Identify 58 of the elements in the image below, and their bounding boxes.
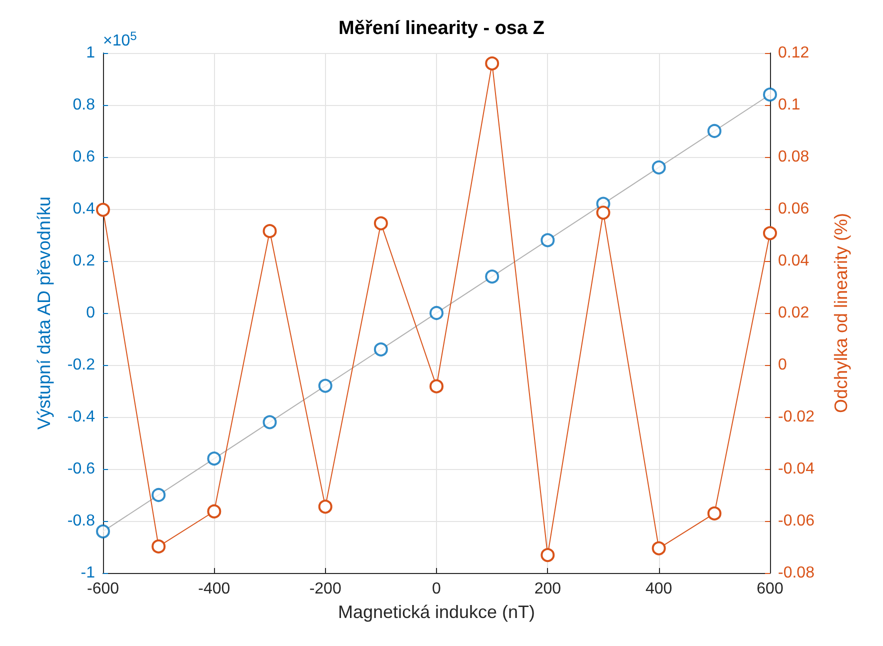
y2-tick-label: 0.12 [778,44,810,62]
x-tick-label: -200 [309,580,342,598]
point [707,506,722,520]
y-tick-label: 0 [86,304,96,322]
x-tick-label: 600 [756,580,784,598]
point [374,216,388,230]
y-tick-label: 0.8 [72,96,96,114]
y-tick-label: -0.6 [67,460,96,478]
y2-tick-label: 0.06 [778,200,810,218]
point [96,202,110,217]
point [152,488,166,502]
point [262,415,277,430]
y2-tick-label: 0.08 [778,148,810,166]
y-axis-title: Výstupní data AD převodníku [34,196,54,430]
x-tick-label: 200 [534,580,562,598]
x-tick-label: -600 [86,580,120,598]
point [207,504,222,518]
x-tick-label: 0 [432,580,442,598]
y2-tick-label: 0.02 [778,304,810,322]
y-tick-label: 0.6 [72,148,96,166]
point [207,452,222,466]
point [430,306,444,320]
point [262,224,277,238]
y-tick-label: 0.2 [72,252,96,270]
y2-tick-label: 0 [778,356,787,374]
y2-axis-title: Odchylka od linearity (%) [831,212,851,414]
y2-tick-label: -0.06 [778,512,815,530]
y-tick-label: -0.4 [67,408,96,426]
point [152,539,166,554]
point [540,233,555,248]
y2-tick-label: -0.04 [778,460,815,478]
x-axis-title: Magnetická indukce (nT) [338,602,536,622]
point [430,379,444,394]
x-tick-label: 400 [645,580,672,598]
point [652,160,666,174]
point [318,500,332,514]
point [540,548,555,562]
y-tick-label: -0.8 [67,512,96,530]
point [318,378,332,393]
point [596,206,610,220]
point [707,124,722,138]
y-tick-label: 1 [86,44,96,62]
y-tick-label: -1 [80,564,96,582]
y-tick-label: 0.4 [72,200,96,218]
point [485,56,500,70]
point [763,226,777,240]
y2-tick-label: -0.08 [778,564,815,582]
y2-tick-label: 0.04 [778,252,810,270]
point [96,524,110,538]
y2-tick-label: 0.1 [778,96,800,114]
y-tick-label: -0.2 [67,356,96,374]
point [652,541,666,556]
y2-tick-label: -0.02 [778,408,815,426]
point [374,342,388,356]
x-tick-label: -400 [198,580,230,598]
point [485,270,500,284]
chart-title: Měření linearity - osa Z [338,18,545,39]
point [763,88,777,102]
